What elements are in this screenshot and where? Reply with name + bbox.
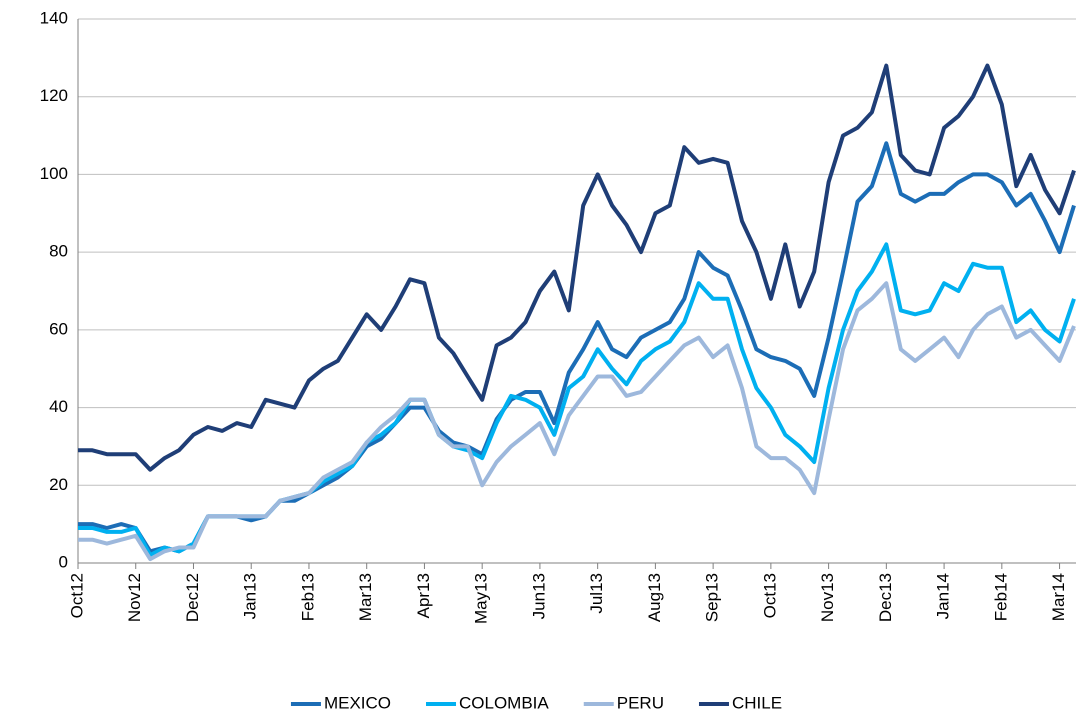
y-tick-label: 60 bbox=[49, 319, 68, 338]
series-line bbox=[78, 63, 1076, 472]
x-tick-label: Dec12 bbox=[183, 573, 202, 622]
x-tick-label: Jun13 bbox=[529, 573, 548, 619]
x-tick-label: Apr13 bbox=[414, 573, 433, 618]
x-tick-label: Feb14 bbox=[991, 573, 1010, 621]
legend-label: COLOMBIA bbox=[459, 693, 549, 712]
y-tick-label: 120 bbox=[40, 86, 68, 105]
series-line bbox=[78, 141, 1076, 554]
x-tick-label: Mar14 bbox=[1049, 573, 1068, 621]
series-line bbox=[78, 242, 1076, 558]
legend-label: CHILE bbox=[732, 693, 782, 712]
legend-label: MEXICO bbox=[324, 693, 391, 712]
x-tick-label: Nov13 bbox=[818, 573, 837, 622]
x-tick-label: Jan14 bbox=[934, 573, 953, 619]
x-tick-label: Aug13 bbox=[645, 573, 664, 622]
legend-label: PERU bbox=[617, 693, 664, 712]
x-tick-label: Oct13 bbox=[760, 573, 779, 618]
y-tick-label: 80 bbox=[49, 242, 68, 261]
y-tick-label: 0 bbox=[59, 552, 68, 571]
x-tick-label: Feb13 bbox=[298, 573, 317, 621]
x-tick-label: Jan13 bbox=[241, 573, 260, 619]
series-line bbox=[78, 281, 1076, 562]
x-tick-label: Oct12 bbox=[67, 573, 86, 618]
x-tick-label: Dec13 bbox=[876, 573, 895, 622]
x-tick-label: Mar13 bbox=[356, 573, 375, 621]
x-tick-label: Nov12 bbox=[125, 573, 144, 622]
x-tick-label: Jul13 bbox=[587, 573, 606, 614]
y-tick-label: 40 bbox=[49, 397, 68, 416]
y-tick-label: 140 bbox=[40, 8, 68, 27]
y-tick-label: 100 bbox=[40, 164, 68, 183]
x-tick-label: May13 bbox=[472, 573, 491, 624]
x-tick-label: Sep13 bbox=[703, 573, 722, 622]
y-tick-label: 20 bbox=[49, 475, 68, 494]
